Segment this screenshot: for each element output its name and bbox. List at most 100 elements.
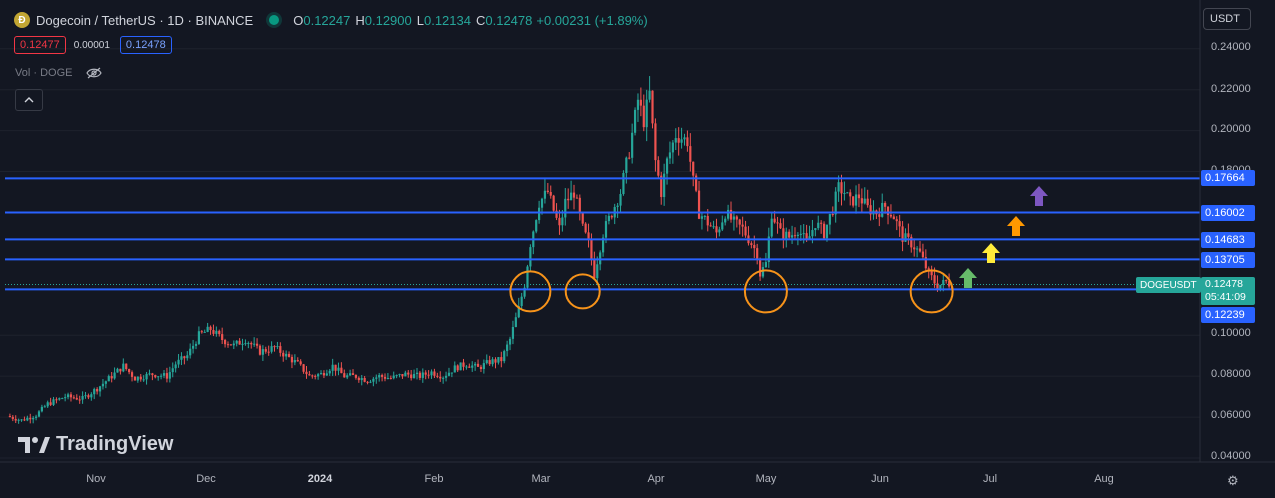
candle-body — [177, 359, 180, 365]
low-label: L — [416, 12, 424, 28]
candle-body — [674, 138, 677, 143]
candle-body — [773, 218, 776, 223]
candle-body — [834, 191, 837, 215]
volume-indicator[interactable]: Vol · DOGE — [15, 67, 103, 79]
watermark-text: TradingView — [56, 433, 174, 455]
candle-body — [235, 340, 238, 344]
candle-body — [604, 221, 608, 238]
candle-body — [133, 376, 137, 381]
candle-body — [854, 194, 858, 206]
candle-body — [706, 216, 709, 226]
candle-body — [255, 343, 259, 346]
candle-body — [78, 399, 81, 401]
x-tick: May — [755, 473, 777, 485]
candle-body — [55, 399, 58, 401]
symbol-title[interactable]: Dogecoin / TetherUS · 1D · BINANCE — [36, 12, 254, 28]
candle-body — [916, 248, 919, 250]
low-value: 0.12134 — [423, 12, 471, 28]
candle-body — [398, 374, 401, 376]
candle-body — [418, 372, 421, 378]
candle-body — [311, 375, 314, 377]
candle-body — [395, 375, 398, 377]
candle-body — [302, 364, 305, 372]
candle-body — [23, 419, 26, 421]
candle-body — [26, 417, 29, 421]
buy-price-button[interactable]: 0.12478 — [119, 36, 172, 54]
volume-label: Vol · DOGE — [15, 67, 73, 79]
candle-body — [459, 362, 462, 371]
candle-body — [299, 361, 302, 365]
candle-body — [727, 209, 730, 219]
candle-body — [555, 210, 558, 218]
candle-body — [96, 389, 99, 392]
candle-body — [520, 296, 523, 306]
candle-body — [354, 374, 358, 378]
candle-body — [110, 376, 113, 379]
candle-body — [788, 231, 791, 238]
candle-body — [680, 139, 683, 143]
candle-body — [442, 377, 445, 379]
candle-body — [287, 353, 291, 357]
candle-body — [218, 330, 221, 335]
target-arrow-icon — [959, 268, 977, 288]
collapse-button[interactable] — [15, 89, 43, 111]
candle-body — [93, 389, 96, 395]
eye-hidden-icon[interactable] — [86, 67, 103, 79]
candle-body — [148, 373, 151, 375]
candle-body — [241, 343, 244, 345]
tradingview-logo-icon — [18, 436, 50, 453]
candle-body — [712, 226, 715, 228]
dogecoin-logo-icon: Ð — [14, 12, 30, 28]
candle-body — [523, 287, 526, 297]
candle-body — [677, 138, 680, 143]
candle-body — [40, 406, 43, 412]
candle-body — [151, 373, 154, 376]
gear-icon[interactable]: ⚙ — [1227, 473, 1239, 488]
target-arrow-icon — [1030, 186, 1048, 206]
candle-body — [383, 376, 387, 379]
candle-body — [913, 247, 916, 250]
candle-body — [468, 366, 471, 368]
tradingview-watermark: TradingView — [18, 433, 173, 456]
x-tick: Jul — [982, 473, 998, 485]
chevron-up-icon — [24, 97, 34, 103]
candle-body — [232, 343, 235, 346]
candle-body — [543, 190, 547, 199]
candle-body — [296, 360, 299, 362]
candle-body — [212, 330, 215, 334]
candle-body — [884, 203, 887, 207]
sell-price-button[interactable]: 0.12477 — [14, 36, 66, 54]
candle-body — [578, 197, 581, 213]
candle-body — [264, 349, 267, 352]
candle-body — [869, 205, 872, 215]
candle-body — [343, 373, 346, 378]
candle-body — [529, 247, 532, 267]
candle-body — [881, 203, 884, 217]
candle-body — [753, 244, 756, 249]
support-touch-circle — [564, 273, 601, 310]
candle-body — [250, 343, 253, 345]
candle-body — [945, 280, 948, 282]
candle-body — [238, 340, 241, 345]
target-arrows — [959, 186, 1048, 288]
candle-body — [61, 398, 64, 400]
candle-body — [776, 222, 779, 224]
candle-body — [820, 222, 823, 224]
candle-body — [552, 195, 555, 211]
candle-body — [84, 395, 87, 397]
candle-body — [282, 352, 285, 357]
candle-body — [939, 284, 942, 290]
candle-body — [380, 375, 384, 377]
symbol-price-tag: DOGEUSDT — [1136, 277, 1201, 293]
candle-body — [171, 368, 174, 373]
candle-body — [491, 359, 494, 365]
candle-body — [145, 373, 148, 380]
candle-body — [663, 173, 666, 198]
candle-body — [569, 192, 573, 201]
market-status-icon[interactable] — [269, 15, 280, 25]
candle-body — [162, 373, 166, 376]
candle-body — [715, 226, 718, 233]
candle-body — [610, 215, 613, 218]
currency-selector[interactable]: USDT — [1203, 8, 1251, 30]
